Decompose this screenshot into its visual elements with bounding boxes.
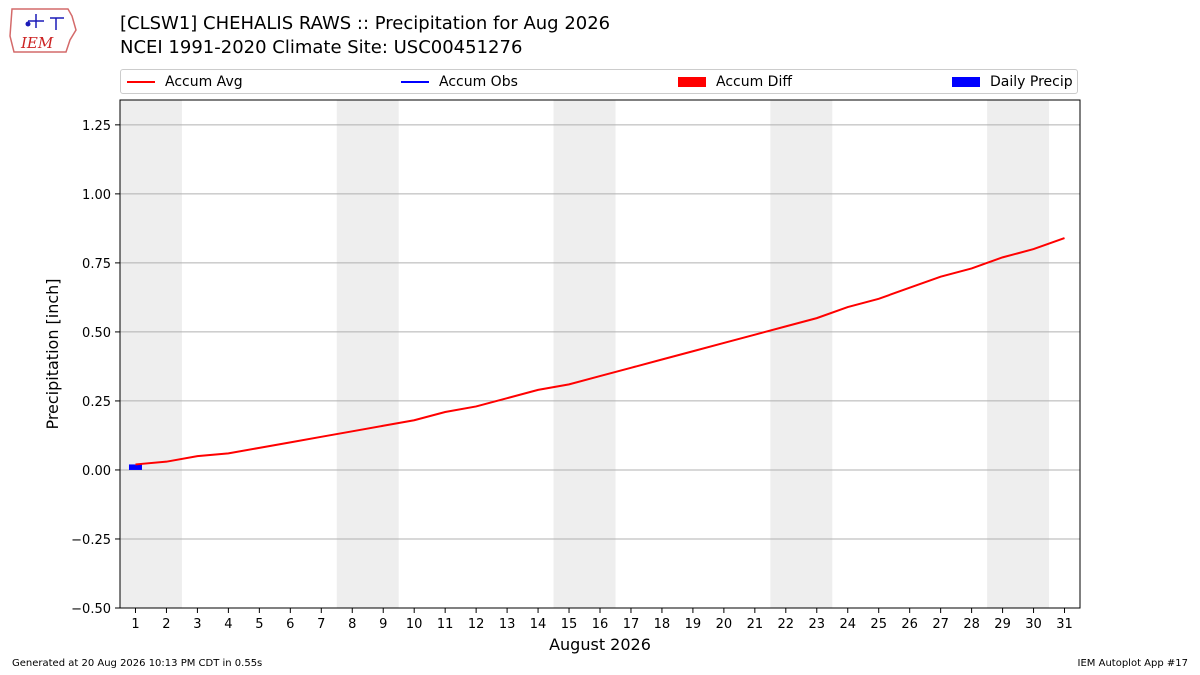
x-tick-label: 12: [468, 617, 485, 632]
legend-item-accum-obs: Accum Obs: [401, 70, 518, 93]
x-tick-label: 8: [348, 617, 356, 632]
x-tick-label: 30: [1025, 617, 1042, 632]
x-tick-label: 5: [255, 617, 263, 632]
x-tick-label: 19: [685, 617, 702, 632]
iem-logo: IEM: [8, 6, 80, 58]
x-tick-label: 31: [1056, 617, 1073, 632]
x-tick-label: 15: [561, 617, 578, 632]
grid-lines: [120, 124, 1080, 609]
y-tick-label: 0.00: [82, 464, 111, 479]
x-tick-label: 24: [839, 617, 856, 632]
weekend-bands: [120, 100, 1050, 608]
footer-generated-text: Generated at 20 Aug 2026 10:13 PM CDT in…: [12, 658, 263, 669]
accum-avg-line: [135, 237, 1065, 466]
footer-app-text: IEM Autoplot App #17: [1077, 658, 1188, 669]
series-lines: [135, 237, 1065, 466]
chart-title: [CLSW1] CHEHALIS RAWS :: Precipitation f…: [120, 13, 611, 34]
x-tick-label: 6: [286, 617, 294, 632]
daily-precip-bars: [128, 464, 142, 470]
x-tick-label: 28: [963, 617, 980, 632]
x-tick-label: 23: [809, 617, 826, 632]
x-tick-label: 18: [654, 617, 671, 632]
x-tick-label: 22: [778, 617, 795, 632]
legend-label-daily-precip: Daily Precip: [990, 73, 1073, 90]
weekend-band: [120, 100, 182, 608]
legend: Accum Avg Accum Obs Accum Diff Daily Pre…: [120, 69, 1078, 94]
x-tick-label: 13: [499, 617, 516, 632]
x-tick-label: 27: [932, 617, 949, 632]
legend-swatch-daily-precip: [952, 76, 980, 87]
weekend-band: [987, 100, 1050, 608]
x-tick-label: 26: [901, 617, 918, 632]
y-tick-label: 0.75: [82, 257, 111, 272]
weekend-band: [770, 100, 833, 608]
x-tick-label: 1: [131, 617, 139, 632]
x-axis: 1 2 3 4 5 6 7 8 9 10 11 12 13 14 15 16 17 18 19 20 21 22 23 24 2…: [131, 608, 1073, 632]
legend-item-accum-avg: Accum Avg: [127, 70, 243, 93]
legend-label-accum-avg: Accum Avg: [165, 73, 243, 90]
legend-label-accum-diff: Accum Diff: [716, 73, 793, 90]
legend-label-accum-obs: Accum Obs: [439, 73, 518, 90]
legend-item-accum-diff: Accum Diff: [678, 70, 792, 93]
y-axis: −0.50 −0.25 0.00 0.25 0.50 0.75 1.00 1.25: [71, 119, 120, 617]
y-tick-label: 0.50: [82, 326, 111, 341]
x-tick-label: 20: [716, 617, 733, 632]
legend-swatch-accum-diff: [678, 76, 706, 87]
x-tick-label: 9: [379, 617, 387, 632]
y-axis-label: Precipitation [inch]: [43, 278, 62, 429]
y-tick-label: 0.25: [82, 395, 111, 410]
logo-text: IEM: [20, 34, 54, 52]
x-tick-label: 10: [406, 617, 423, 632]
weekend-band: [336, 100, 399, 608]
x-tick-label: 4: [224, 617, 232, 632]
chart-subtitle: NCEI 1991-2020 Climate Site: USC00451276: [120, 37, 523, 58]
legend-swatch-accum-obs: [401, 80, 429, 83]
legend-swatch-accum-avg: [127, 80, 155, 83]
y-tick-label: −0.50: [71, 602, 111, 617]
x-tick-label: 21: [747, 617, 764, 632]
legend-item-daily-precip: Daily Precip: [952, 70, 1073, 93]
x-tick-label: 11: [437, 617, 454, 632]
x-tick-label: 2: [162, 617, 170, 632]
y-tick-label: −0.25: [71, 533, 111, 548]
x-tick-label: 7: [317, 617, 325, 632]
x-tick-label: 3: [193, 617, 201, 632]
x-tick-label: 25: [870, 617, 887, 632]
weekend-band: [553, 100, 616, 608]
x-axis-label: August 2026: [549, 635, 651, 654]
x-tick-label: 16: [592, 617, 609, 632]
x-tick-label: 29: [994, 617, 1011, 632]
daily-precip-bar: [128, 464, 142, 470]
x-tick-label: 14: [530, 617, 547, 632]
y-tick-label: 1.25: [82, 119, 111, 134]
x-tick-label: 17: [623, 617, 640, 632]
y-tick-label: 1.00: [82, 188, 111, 203]
